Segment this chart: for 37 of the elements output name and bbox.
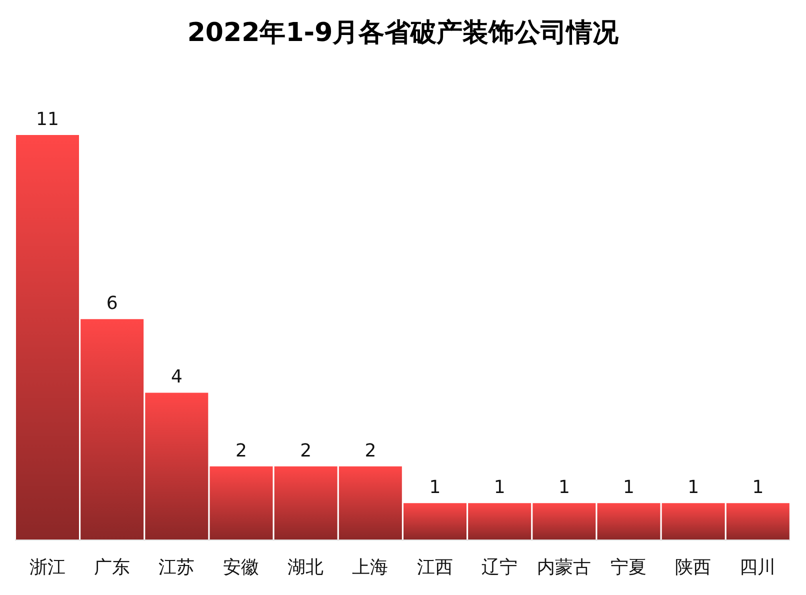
bar: [662, 503, 725, 540]
data-label: 2: [364, 440, 376, 462]
data-label: 1: [429, 477, 441, 498]
bar: [468, 503, 532, 540]
data-label: 1: [752, 477, 764, 498]
x-tick-label: 安徽: [223, 556, 260, 578]
data-label: 1: [623, 477, 634, 498]
bar: [210, 466, 273, 540]
data-label: 6: [106, 293, 118, 314]
x-tick-label: 陕西: [675, 556, 712, 578]
bar: [597, 503, 660, 540]
chart-title: 2022年1-9月各省破产装饰公司情况: [186, 17, 620, 50]
data-label: 1: [558, 477, 570, 498]
x-tick-label: 广东: [94, 556, 130, 578]
data-label: 11: [36, 109, 59, 130]
bar: [80, 319, 144, 540]
x-tick-label: 宁夏: [610, 556, 647, 578]
data-label: 1: [494, 477, 506, 498]
bar: [145, 392, 208, 540]
x-tick-label: 江西: [416, 556, 453, 578]
bar: [532, 503, 596, 540]
x-tick-label: 四川: [740, 556, 776, 578]
x-tick-label: 江苏: [158, 556, 194, 578]
x-tick-label: 浙江: [29, 556, 66, 578]
bar: [338, 466, 402, 540]
x-tick-label: 湖北: [288, 556, 324, 578]
data-label: 1: [688, 477, 700, 498]
x-tick-label: 辽宁: [481, 556, 518, 578]
bar: [274, 466, 338, 540]
data-label: 4: [170, 366, 182, 388]
x-tick-label: 上海: [352, 556, 388, 578]
data-label: 2: [300, 440, 312, 462]
bar: [404, 503, 466, 540]
data-label: 2: [236, 440, 247, 462]
bar: [16, 135, 79, 540]
bar: [726, 503, 790, 540]
x-tick-label: 内蒙古: [536, 556, 591, 578]
